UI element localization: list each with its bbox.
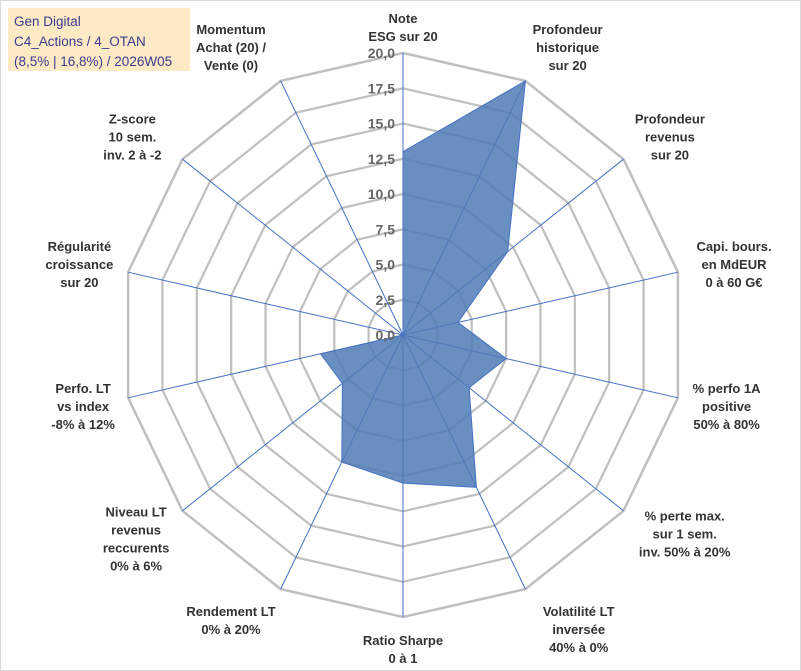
- tick-label: 10,0: [368, 186, 395, 202]
- axis-label-line: reccurents: [103, 541, 169, 556]
- axis-label: Profondeur revenus sur 20: [635, 112, 705, 163]
- axis-label-line: inversée: [552, 622, 605, 637]
- axis-label: Z-score 10 sem. inv. 2 à -2: [103, 112, 161, 163]
- axis-label: Perfo. LT vs index -8% à 12%: [51, 381, 115, 432]
- performance-week: (8,5% | 16,8%) / 2026W05: [14, 54, 173, 69]
- tick-label: 17,5: [368, 80, 395, 96]
- tick-label: 20,0: [368, 45, 395, 61]
- axis-label-line: 0 à 60 G€: [705, 275, 762, 290]
- axis-label-line: Note: [389, 11, 418, 26]
- axis-label: Rendement LT 0% à 20%: [186, 604, 275, 637]
- axis-label-line: ESG sur 20: [368, 29, 437, 44]
- axis-label-line: 40% à 0%: [549, 640, 609, 655]
- company-name: Gen Digital: [14, 14, 81, 29]
- axis-label-line: inv. 2 à -2: [103, 148, 161, 163]
- axis-label-line: Z-score: [109, 112, 156, 127]
- axis-label-line: % perte max.: [645, 509, 725, 524]
- axis-spoke: [127, 271, 404, 336]
- tick-label: 12,5: [368, 151, 395, 167]
- axis-label-line: Profondeur: [533, 22, 603, 37]
- axis-label-line: positive: [702, 399, 751, 414]
- axis-label-line: Momentum: [196, 22, 265, 37]
- axis-label-line: Rendement LT: [186, 604, 275, 619]
- axis-label: % perte max. sur 1 sem. inv. 50% à 20%: [639, 509, 731, 560]
- axis-label: Niveau LT revenus reccurents 0% à 6%: [103, 505, 169, 574]
- axis-label-line: revenus: [111, 523, 161, 538]
- portfolio-category: C4_Actions / 4_OTAN: [14, 34, 146, 49]
- axis-label-line: Ratio Sharpe: [363, 633, 443, 648]
- axis-label-line: sur 1 sem.: [653, 527, 717, 542]
- axis-label-line: -8% à 12%: [51, 417, 115, 432]
- axis-label-line: sur 20: [548, 58, 586, 73]
- axis-label-line: Niveau LT: [106, 505, 167, 520]
- axis-label-line: 50% à 80%: [693, 417, 760, 432]
- axis-label-line: sur 20: [60, 275, 98, 290]
- axis-label-line: Régularité: [48, 239, 112, 254]
- axis-spoke: [280, 80, 404, 336]
- tick-label: 2,5: [376, 292, 396, 308]
- axis-label-line: 0% à 20%: [201, 622, 261, 637]
- tick-label: 15,0: [368, 116, 395, 132]
- axis-label-line: croissance: [45, 257, 113, 272]
- axis-label-line: inv. 50% à 20%: [639, 545, 731, 560]
- axis-label-line: % perfo 1A: [693, 381, 762, 396]
- axis-label: Profondeur historique sur 20: [533, 22, 603, 73]
- radial-tick-labels: 0,0 2,5 5,0 7,5 10,0 12,5 15,0 17,5 20,0: [368, 45, 395, 343]
- axis-label-line: Perfo. LT: [55, 381, 110, 396]
- axis-labels: Note ESG sur 20 Profondeur historique sur 20…: [45, 11, 771, 666]
- axis-spoke: [182, 158, 404, 336]
- chart-title-box: Gen Digital C4_Actions / 4_OTAN (8,5% | …: [8, 8, 190, 71]
- series-area: [319, 79, 526, 488]
- axis-label-line: 0% à 6%: [110, 559, 162, 574]
- axis-label-line: 10 sem.: [109, 130, 157, 145]
- axis-label: Volatilité LT inversée 40% à 0%: [543, 604, 615, 655]
- axis-label-line: Vente (0): [204, 58, 258, 73]
- axis-label-line: 0 à 1: [389, 651, 418, 666]
- axis-label-line: historique: [536, 40, 599, 55]
- axis-label: Note ESG sur 20: [368, 11, 437, 44]
- axis-label-line: revenus: [645, 130, 695, 145]
- axis-label-line: Achat (20) /: [196, 40, 266, 55]
- axis-label: Régularité croissance sur 20: [45, 239, 113, 290]
- radar-series: [319, 79, 526, 488]
- axis-label: Momentum Achat (20) / Vente (0): [196, 22, 266, 73]
- tick-label: 7,5: [376, 221, 396, 237]
- tick-label: 0,0: [376, 327, 396, 343]
- axis-label-line: Capi. bours.: [696, 239, 771, 254]
- axis-label: Ratio Sharpe 0 à 1: [363, 633, 443, 666]
- tick-label: 5,0: [376, 257, 396, 273]
- axis-label-line: Volatilité LT: [543, 604, 615, 619]
- axis-label: % perfo 1A positive 50% à 80%: [693, 381, 762, 432]
- axis-label-line: Profondeur: [635, 112, 705, 127]
- axis-label-line: vs index: [57, 399, 110, 414]
- axis-label-line: en MdEUR: [702, 257, 768, 272]
- axis-label: Capi. bours. en MdEUR 0 à 60 G€: [696, 239, 771, 290]
- axis-label-line: sur 20: [651, 148, 689, 163]
